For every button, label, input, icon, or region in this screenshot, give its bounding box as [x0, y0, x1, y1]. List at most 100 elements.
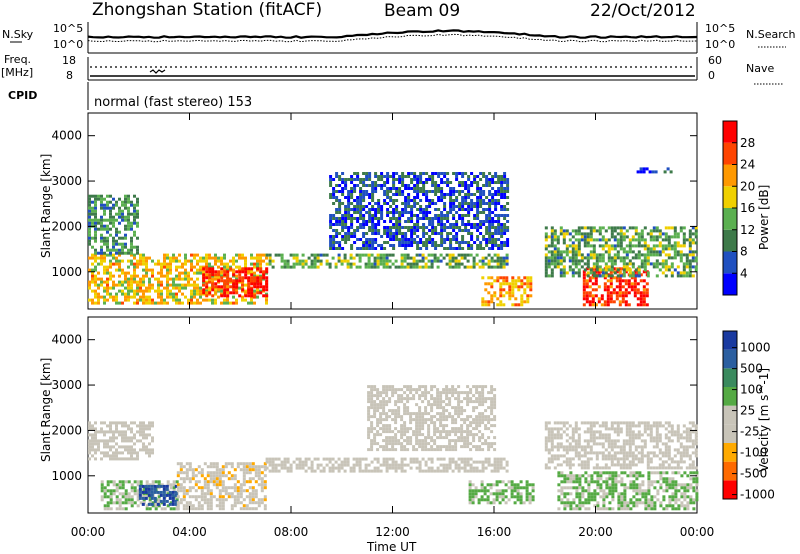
- heatmap-cell: [431, 461, 434, 464]
- heatmap-cell: [374, 187, 377, 190]
- heatmap-cell: [145, 302, 148, 305]
- heatmap-cell: [434, 229, 437, 232]
- heatmap-cell: [632, 244, 635, 247]
- heatmap-cell: [226, 273, 229, 276]
- heatmap-cell: [243, 480, 246, 483]
- heatmap-cell: [683, 271, 686, 274]
- heatmap-cell: [391, 394, 394, 397]
- heatmap-cell: [545, 226, 548, 229]
- heatmap-cell: [683, 265, 686, 268]
- heatmap-cell: [511, 291, 514, 294]
- heatmap-cell: [121, 216, 124, 219]
- heatmap-cell: [635, 274, 638, 277]
- heatmap-cell: [418, 442, 421, 445]
- heatmap-cell: [656, 238, 659, 241]
- heatmap-cell: [415, 403, 418, 406]
- heatmap-cell: [127, 284, 130, 287]
- heatmap-cell: [548, 256, 551, 259]
- heatmap-cell: [139, 421, 142, 424]
- heatmap-cell: [231, 474, 234, 477]
- heatmap-cell: [109, 266, 112, 269]
- heatmap-cell: [443, 193, 446, 196]
- heatmap-cell: [413, 241, 416, 244]
- heatmap-cell: [497, 247, 500, 250]
- heatmap-cell: [244, 267, 247, 270]
- heatmap-cell: [569, 501, 572, 504]
- heatmap-cell: [502, 480, 505, 483]
- heatmap-cell: [404, 238, 407, 241]
- heatmap-cell: [607, 291, 610, 294]
- heatmap-cell: [216, 486, 219, 489]
- heatmap-cell: [281, 257, 284, 260]
- heatmap-cell: [437, 467, 440, 470]
- heatmap-cell: [94, 252, 97, 255]
- heatmap-cell: [620, 477, 623, 480]
- heatmap-cell: [485, 232, 488, 235]
- heatmap-cell: [103, 225, 106, 228]
- heatmap-cell: [371, 229, 374, 232]
- heatmap-cell: [449, 254, 452, 257]
- heatmap-cell: [668, 253, 671, 256]
- heatmap-cell: [202, 284, 205, 287]
- heatmap-cell: [130, 296, 133, 299]
- heatmap-cell: [560, 471, 563, 474]
- heatmap-cell: [638, 274, 641, 277]
- heatmap-cell: [473, 223, 476, 226]
- heatmap-cell: [208, 287, 211, 290]
- heatmap-cell: [166, 257, 169, 260]
- heatmap-cell: [437, 184, 440, 187]
- heatmap-cell: [443, 181, 446, 184]
- heatmap-cell: [94, 281, 97, 284]
- heatmap-cell: [446, 181, 449, 184]
- heatmap-cell: [154, 263, 157, 266]
- heatmap-cell: [121, 445, 124, 448]
- heatmap-cell: [189, 486, 192, 489]
- heatmap-cell: [296, 464, 299, 467]
- heatmap-cell: [605, 471, 608, 474]
- heatmap-cell: [359, 464, 362, 467]
- heatmap-cell: [133, 278, 136, 281]
- heatmap-cell: [127, 296, 130, 299]
- heatmap-cell: [362, 184, 365, 187]
- heatmap-cell: [472, 427, 475, 430]
- heatmap-cell: [629, 262, 632, 265]
- heatmap-cell: [356, 220, 359, 223]
- heatmap-cell: [671, 271, 674, 274]
- heatmap-cell: [344, 211, 347, 214]
- heatmap-cell: [386, 193, 389, 196]
- heatmap-cell: [157, 260, 160, 263]
- heatmap-cell: [632, 471, 635, 474]
- heatmap-cell: [478, 430, 481, 433]
- heatmap-cell: [632, 238, 635, 241]
- heatmap-cell: [602, 507, 605, 510]
- heatmap-cell: [199, 296, 202, 299]
- heatmap-cell: [125, 495, 128, 498]
- heatmap-cell: [177, 474, 180, 477]
- heatmap-cell: [602, 471, 605, 474]
- heatmap-cell: [264, 474, 267, 477]
- heatmap-cell: [164, 507, 167, 510]
- heatmap-cell: [338, 254, 341, 257]
- heatmap-cell: [341, 172, 344, 175]
- heatmap-cell: [446, 254, 449, 257]
- heatmap-cell: [410, 211, 413, 214]
- heatmap-cell: [418, 424, 421, 427]
- heatmap-cell: [275, 470, 278, 473]
- heatmap-cell: [379, 394, 382, 397]
- heatmap-cell: [397, 397, 400, 400]
- heatmap-cell: [88, 287, 91, 290]
- heatmap-cell: [133, 222, 136, 225]
- heatmap-cell: [389, 244, 392, 247]
- heatmap-cell: [443, 205, 446, 208]
- heatmap-cell: [439, 394, 442, 397]
- heatmap-cell: [557, 253, 560, 256]
- heatmap-cell: [94, 302, 97, 305]
- heatmap-cell: [596, 265, 599, 268]
- heatmap-cell: [416, 184, 419, 187]
- heatmap-cell: [139, 439, 142, 442]
- heatmap-cell: [127, 445, 130, 448]
- heatmap-cell: [118, 302, 121, 305]
- heatmap-cell: [370, 400, 373, 403]
- heatmap-cell: [373, 403, 376, 406]
- heatmap-cell: [377, 254, 380, 257]
